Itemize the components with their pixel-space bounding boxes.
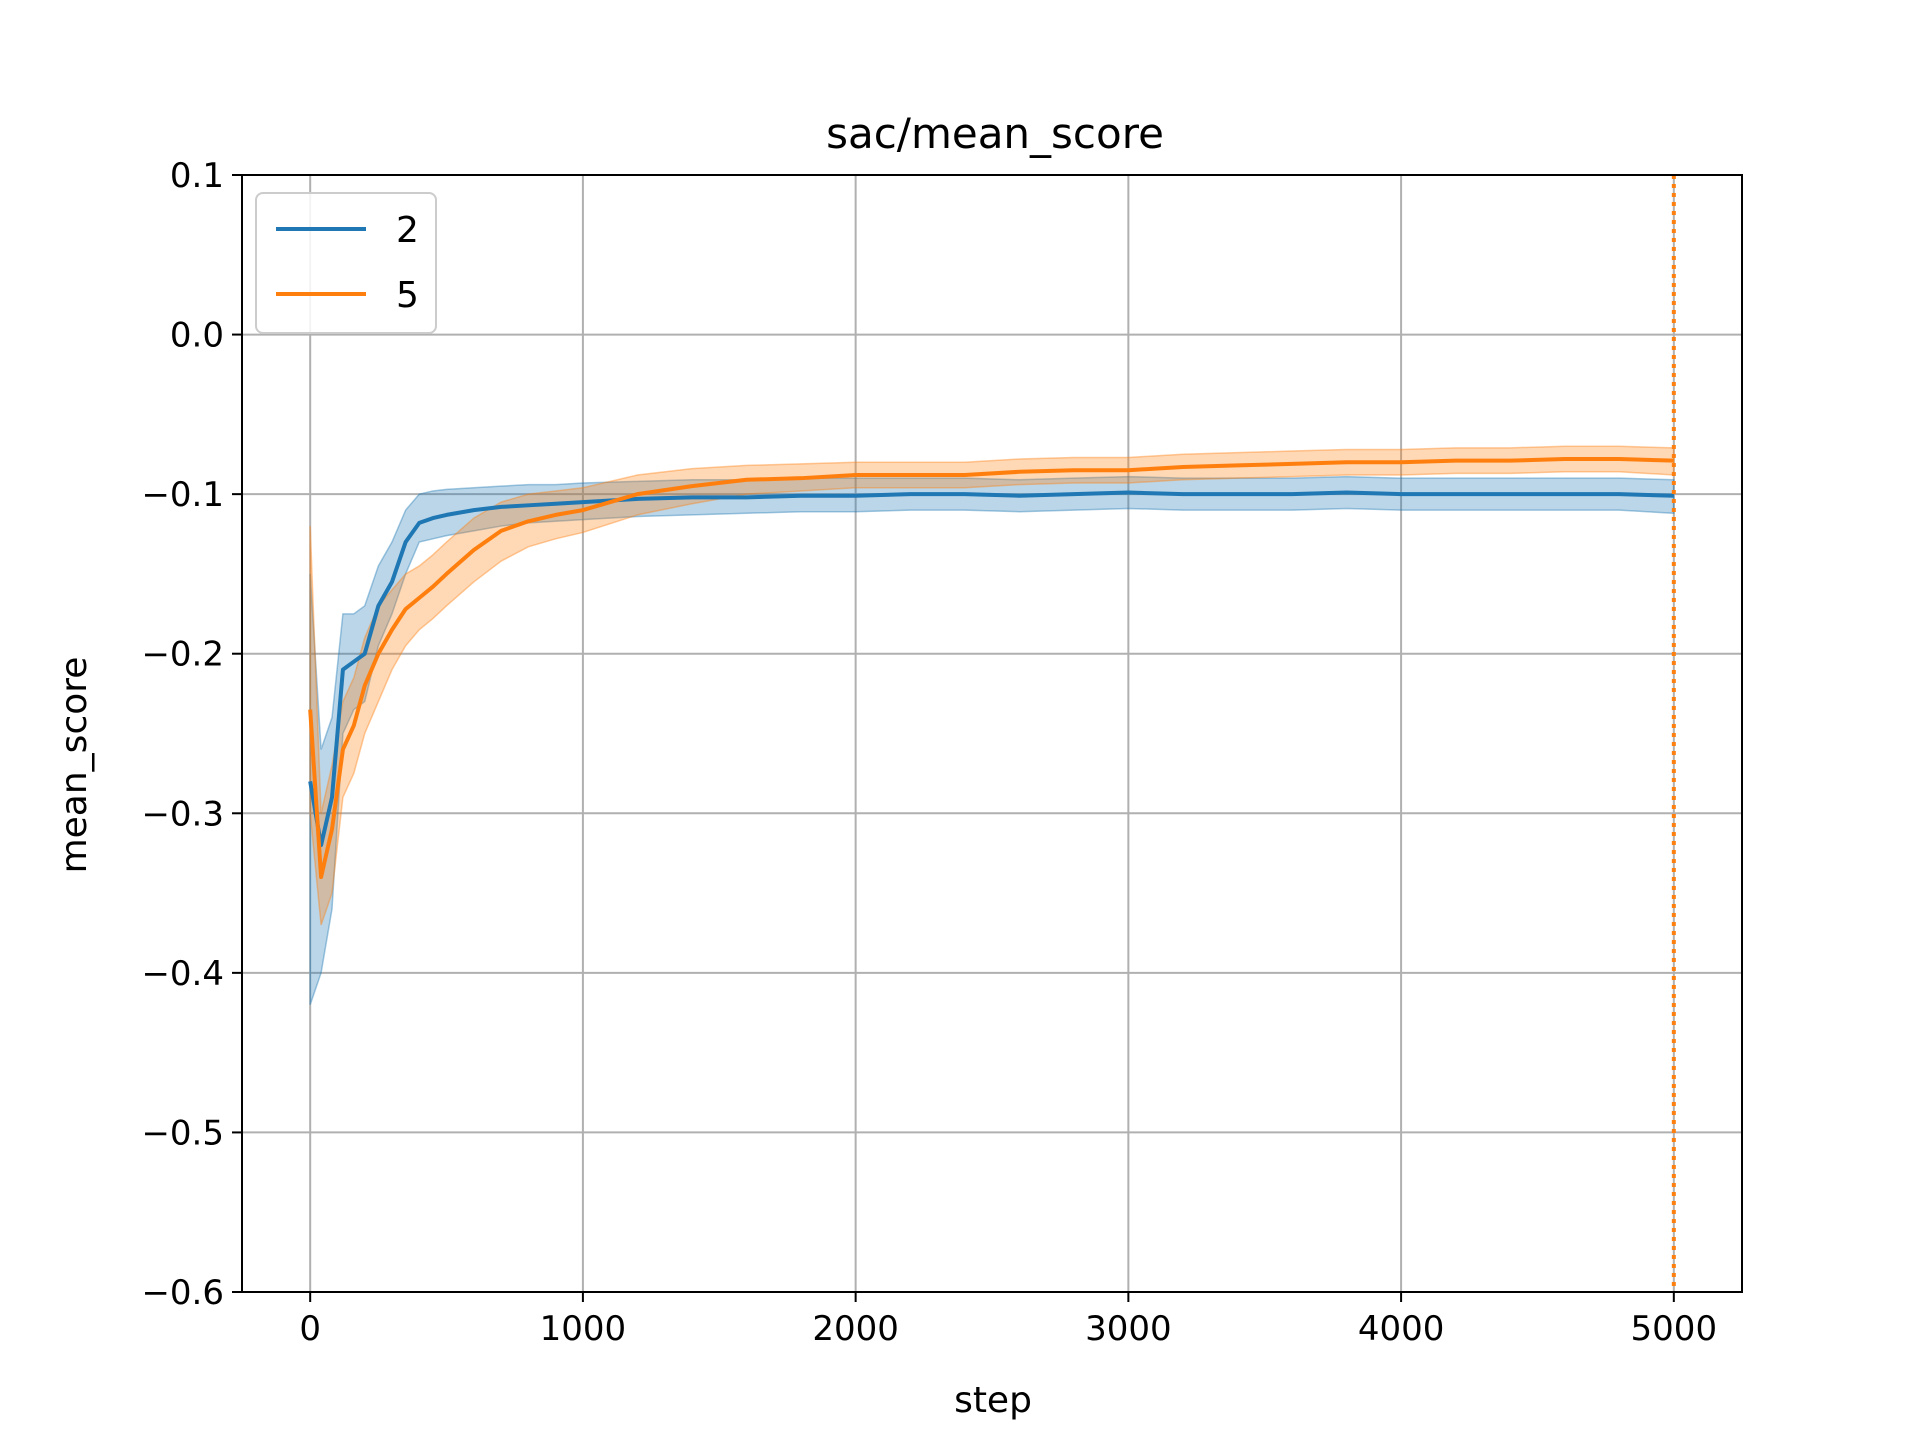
x-tick-label: 4000 — [1358, 1309, 1445, 1349]
y-tick-label: −0.4 — [141, 954, 224, 994]
series-lines — [308, 457, 1674, 880]
y-tick-label: −0.6 — [141, 1273, 224, 1313]
legend: 25 — [255, 192, 437, 334]
legend-label-5: 5 — [396, 275, 419, 316]
x-tick-label: 0 — [299, 1309, 321, 1349]
x-tick-label: 2000 — [812, 1309, 899, 1349]
confidence-band-2 — [309, 475, 1675, 1006]
x-tick-label: 1000 — [540, 1309, 627, 1349]
y-axis-label: mean_score — [54, 657, 95, 874]
y-tick-label: −0.3 — [141, 794, 224, 834]
legend-label-2: 2 — [396, 210, 419, 251]
y-tick-label: 0.0 — [170, 316, 224, 356]
y-tick-label: −0.5 — [141, 1113, 224, 1153]
series-line-5 — [308, 457, 1674, 880]
x-axis-label: step — [954, 1380, 1032, 1421]
x-tick-label: 3000 — [1085, 1309, 1172, 1349]
y-tick-label: 0.1 — [170, 156, 224, 196]
axis-ticks: 0 1000 2000 3000 4000 5000 0.1 0.0 −0.1 −0.2 −0.3 −… — [141, 156, 1717, 1349]
y-tick-label: −0.2 — [141, 635, 224, 675]
x-tick-label: 5000 — [1631, 1309, 1718, 1349]
y-tick-label: −0.1 — [141, 475, 224, 515]
series-line-2 — [308, 490, 1674, 848]
plot-frame — [241, 174, 1743, 1293]
chart-title: sac/mean_score — [826, 109, 1164, 158]
